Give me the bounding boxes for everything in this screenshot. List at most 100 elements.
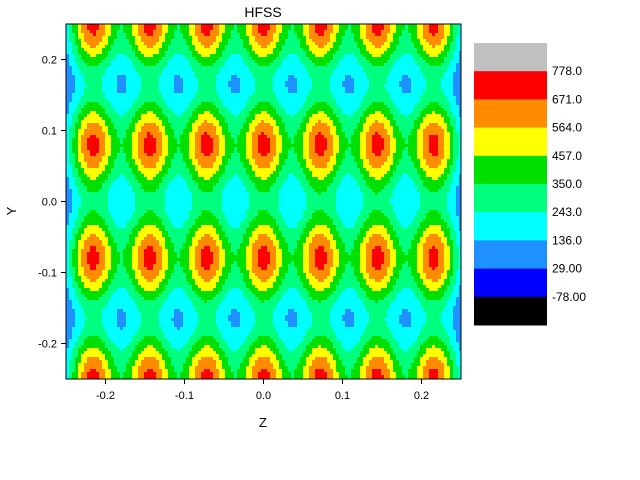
- contour-cell: [300, 60, 313, 64]
- contour-cell: [192, 276, 202, 280]
- contour-cell: [210, 210, 223, 214]
- contour-cell: [441, 237, 448, 241]
- contour-cell: [249, 111, 262, 115]
- contour-cell: [249, 345, 262, 349]
- contour-cell: [390, 144, 397, 148]
- contour-cell: [192, 357, 202, 361]
- contour-cell: [261, 246, 268, 250]
- contour-cell: [132, 339, 142, 343]
- contour-cell: [195, 27, 202, 31]
- contour-cell: [279, 207, 307, 211]
- contour-cell: [228, 81, 241, 85]
- contour-cell: [192, 240, 199, 244]
- contour-cell: [75, 369, 79, 373]
- contour-cell: [231, 324, 241, 328]
- contour-cell: [453, 360, 457, 364]
- contour-cell: [390, 147, 397, 151]
- contour-cell: [147, 33, 154, 37]
- contour-cell: [138, 147, 145, 151]
- contour-cell: [171, 345, 184, 349]
- contour-cell: [114, 123, 130, 127]
- contour-cell: [294, 309, 310, 313]
- contour-cell: [159, 105, 169, 109]
- contour-cell: [96, 267, 106, 271]
- contour-cell: [174, 288, 184, 292]
- contour-cell: [84, 159, 103, 163]
- contour-cell: [180, 372, 190, 376]
- contour-cell: [399, 219, 415, 223]
- contour-cell: [138, 258, 145, 262]
- contour-cell: [360, 171, 370, 175]
- contour-cell: [225, 183, 244, 187]
- contour-cell: [285, 39, 301, 43]
- contour-cell: [114, 219, 130, 223]
- contour-cell: [384, 174, 394, 178]
- contour-cell: [69, 24, 73, 28]
- contour-cell: [162, 135, 169, 139]
- contour-cell: [417, 246, 424, 250]
- contour-cell: [393, 153, 403, 157]
- contour-cell: [354, 246, 361, 250]
- contour-cell: [360, 243, 367, 247]
- contour-cell: [102, 273, 109, 277]
- contour-cell: [309, 291, 334, 295]
- contour-cell: [249, 114, 256, 118]
- contour-cell: [267, 210, 280, 214]
- contour-cell: [327, 258, 334, 262]
- contour-cell: [183, 156, 190, 160]
- contour-cell: [159, 117, 169, 121]
- contour-cell: [267, 135, 277, 139]
- x-tick-label: 0.0: [256, 390, 271, 402]
- contour-cell: [396, 279, 415, 283]
- contour-cell: [309, 27, 316, 31]
- contour-cell: [375, 153, 382, 157]
- contour-cell: [219, 375, 226, 379]
- contour-cell: [231, 246, 241, 250]
- contour-cell: [423, 129, 445, 133]
- contour-cell: [255, 312, 274, 316]
- contour-cell: [282, 24, 292, 28]
- contour-cell: [120, 327, 124, 331]
- contour-cell: [66, 288, 70, 292]
- contour-cell: [141, 162, 157, 166]
- contour-cell: [222, 54, 232, 58]
- contour-cell: [99, 147, 106, 151]
- contour-cell: [414, 357, 421, 361]
- contour-cell: [270, 147, 277, 151]
- contour-cell: [201, 276, 214, 280]
- contour-cell: [156, 375, 163, 379]
- contour-cell: [129, 183, 142, 187]
- contour-cell: [366, 138, 373, 142]
- contour-cell: [453, 135, 460, 139]
- contour-cell: [273, 90, 289, 94]
- contour-cell: [417, 231, 424, 235]
- contour-cell: [213, 165, 220, 169]
- contour-cell: [102, 243, 109, 247]
- contour-cell: [276, 69, 307, 73]
- contour-cell: [240, 33, 247, 37]
- contour-cell: [366, 372, 373, 376]
- contour-cell: [189, 354, 196, 358]
- contour-cell: [405, 27, 409, 31]
- contour-cell: [366, 45, 376, 49]
- contour-cell: [225, 351, 247, 355]
- contour-cell: [438, 177, 448, 181]
- contour-cell: [75, 39, 82, 43]
- contour-cell: [75, 159, 79, 163]
- contour-cell: [144, 24, 157, 28]
- contour-cell: [288, 132, 298, 136]
- contour-cell: [252, 264, 259, 268]
- contour-cell: [300, 45, 310, 49]
- contour-cell: [210, 345, 220, 349]
- contour-cell: [447, 240, 454, 244]
- contour-cell: [75, 111, 82, 115]
- contour-cell: [213, 252, 220, 256]
- contour-cell: [156, 63, 169, 67]
- contour-cell: [66, 309, 76, 313]
- contour-cell: [135, 54, 145, 58]
- contour-cell: [333, 342, 343, 346]
- contour-cell: [330, 324, 346, 328]
- contour-cell: [177, 348, 181, 352]
- contour-cell: [126, 135, 133, 139]
- contour-cell: [432, 45, 436, 49]
